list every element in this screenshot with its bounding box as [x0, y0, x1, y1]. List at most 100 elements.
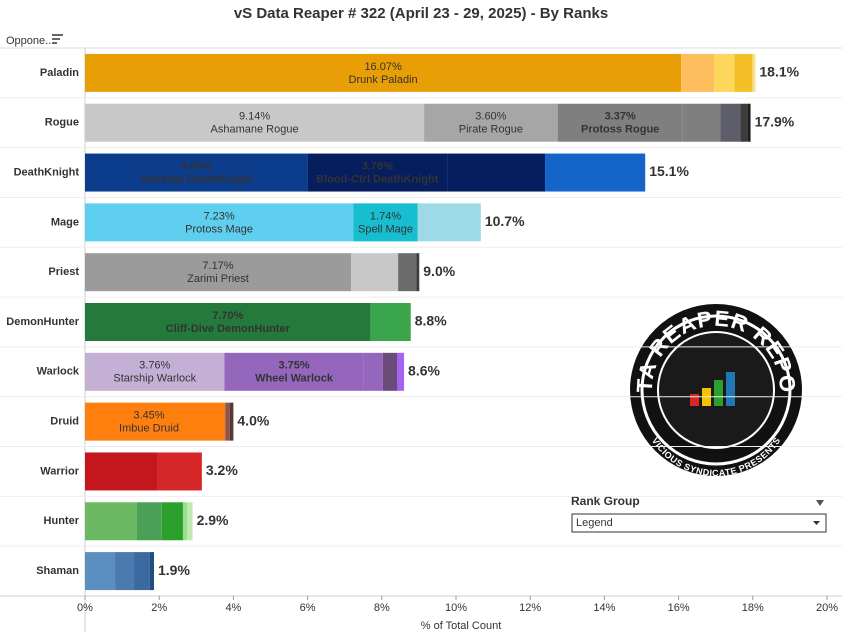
segment-value-label: 6.00% [181, 160, 212, 172]
total-label: 9.0% [423, 263, 455, 279]
total-label: 2.9% [197, 512, 229, 528]
total-label: 1.9% [158, 562, 190, 578]
y-tick-label: Paladin [40, 67, 79, 79]
y-tick-label: Rogue [45, 117, 79, 129]
bar-segment [85, 303, 371, 341]
segment-value-label: 16.07% [364, 61, 402, 73]
bar-segment [85, 552, 116, 591]
total-label: 10.7% [485, 213, 525, 229]
bar-segment [545, 153, 646, 192]
segment-name-label: Protoss Rogue [581, 124, 659, 136]
bar-segment [133, 552, 150, 591]
bar-segment [681, 53, 715, 92]
total-label: 3.2% [206, 462, 238, 478]
total-label: 4.0% [237, 412, 269, 428]
segment-value-label: 3.76% [139, 360, 170, 372]
total-label: 17.9% [755, 113, 795, 129]
bar-segment [734, 53, 753, 92]
y-tick-label: Druid [50, 416, 79, 428]
bar-segment [85, 253, 352, 292]
bar-segment [85, 203, 354, 242]
x-tick-label: 0% [77, 602, 93, 614]
segment-value-label: 3.76% [362, 160, 393, 172]
sort-icon[interactable] [52, 34, 63, 44]
total-label: 18.1% [759, 64, 799, 80]
bar-segment [370, 303, 411, 341]
bar-segment [351, 253, 399, 292]
bar-segment [557, 103, 683, 142]
x-tick-label: 8% [374, 602, 390, 614]
segment-name-label: Cliff-Dive DemonHunter [166, 323, 291, 335]
x-tick-label: 6% [300, 602, 316, 614]
bar-segment [85, 153, 308, 192]
x-tick-label: 4% [225, 602, 241, 614]
segment-value-label: 3.75% [278, 360, 309, 372]
bar-segment [416, 253, 420, 292]
bar-segment [225, 402, 230, 441]
x-tick-label: 12% [519, 602, 541, 614]
total-label: 15.1% [649, 163, 689, 179]
bar-segment [417, 203, 481, 242]
segment-value-label: 7.70% [212, 310, 243, 322]
filter-selected[interactable]: Legend [576, 517, 613, 529]
filter-title: Rank Group [571, 494, 640, 508]
chart-title: vS Data Reaper # 322 (April 23 - 29, 202… [234, 5, 608, 22]
segment-name-label: Protoss Mage [185, 223, 253, 235]
segment-name-label: Blood-Ctrl DeathKnight [316, 173, 439, 185]
filter-menu-icon[interactable] [816, 500, 824, 506]
bar-segment [353, 203, 418, 242]
segment-value-label: 7.23% [204, 210, 235, 222]
bar-segment [187, 502, 193, 541]
x-tick-label: 18% [742, 602, 764, 614]
y-tick-label: DeathKnight [14, 166, 80, 178]
y-tick-label: Hunter [44, 515, 80, 527]
filter-label[interactable]: Oppone.. [6, 35, 51, 47]
y-tick-label: Shaman [36, 565, 79, 577]
bar-segment [85, 502, 137, 541]
x-tick-label: 2% [151, 602, 167, 614]
y-tick-label: Warrior [40, 465, 79, 477]
segment-name-label: Zarimi Priest [187, 273, 249, 285]
y-tick-label: Priest [48, 266, 79, 278]
bar-segment [752, 53, 756, 92]
bar-segment [307, 153, 448, 192]
dropdown-arrow[interactable] [813, 521, 820, 525]
bar-segment [85, 103, 425, 142]
bar-segment [398, 253, 417, 292]
segment-value-label: 3.45% [133, 410, 164, 422]
x-axis-label: % of Total Count [421, 620, 502, 632]
total-label: 8.8% [415, 313, 447, 329]
x-tick-label: 14% [593, 602, 615, 614]
bar-segment [714, 53, 735, 92]
bar-segment [182, 502, 188, 541]
x-tick-label: 16% [668, 602, 690, 614]
bar-segment [382, 352, 398, 391]
bar-segment [85, 452, 157, 491]
bar-segment [720, 103, 741, 142]
y-tick-label: Mage [51, 216, 79, 228]
bar-segment [424, 103, 558, 142]
bar-segment [161, 502, 183, 541]
bar-segment [156, 452, 202, 491]
filter-dropdown[interactable] [571, 513, 827, 533]
bar-segment [363, 352, 383, 391]
bar-segment [136, 502, 162, 541]
segment-name-label: Starship DeathKnight [140, 173, 253, 185]
bar-segment [447, 153, 546, 192]
bar-segment [229, 402, 234, 441]
bar-segment [85, 402, 213, 441]
bar-segment [85, 53, 682, 92]
segment-name-label: Starship Warlock [113, 373, 196, 385]
bar-segment [740, 103, 748, 142]
segment-name-label: Wheel Warlock [255, 373, 334, 385]
total-label: 8.6% [408, 363, 440, 379]
segment-value-label: 9.14% [239, 111, 270, 123]
segment-value-label: 3.60% [475, 111, 506, 123]
bar-segment [397, 352, 405, 391]
bar-segment [149, 552, 155, 591]
x-tick-label: 10% [445, 602, 467, 614]
bar-segment [212, 402, 226, 441]
segment-name-label: Ashamane Rogue [211, 124, 299, 136]
segment-name-label: Spell Mage [358, 223, 413, 235]
